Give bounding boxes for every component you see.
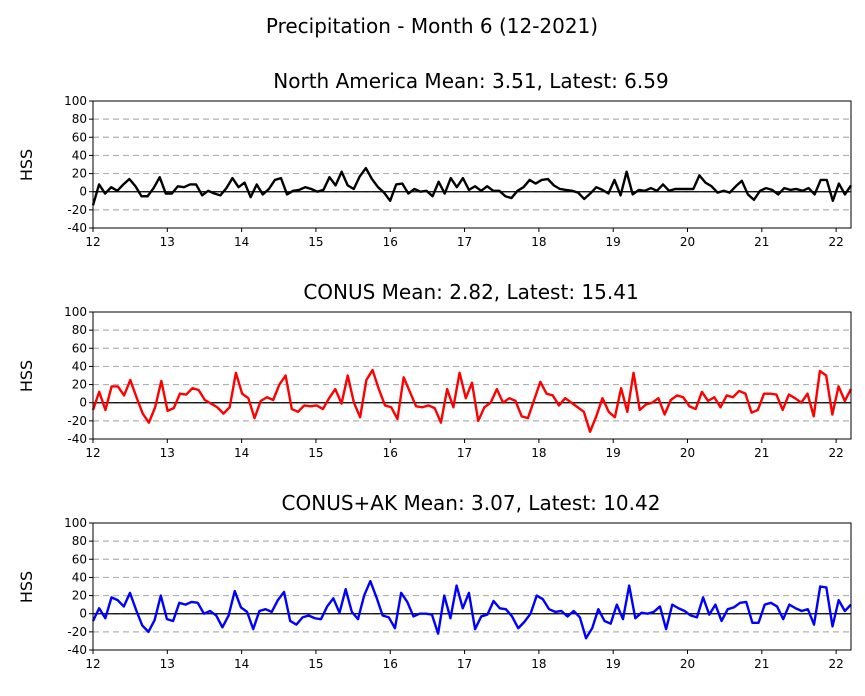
y-tick-label: -20: [67, 625, 87, 639]
y-tick-label: -40: [67, 643, 87, 657]
plot-frame: [92, 100, 852, 229]
y-tick-label: -40: [67, 432, 87, 446]
x-tick-label: 19: [606, 657, 621, 671]
x-tick-label: 16: [383, 235, 398, 249]
x-tick-label: 21: [754, 235, 769, 249]
x-tick-label: 18: [531, 657, 546, 671]
x-tick-label: 22: [828, 446, 843, 460]
plot-frame: [92, 311, 852, 440]
x-tick-label: 17: [457, 235, 472, 249]
y-tick-label: 40: [72, 359, 87, 373]
y-tick-label: -20: [67, 414, 87, 428]
y-tick-label: 20: [72, 589, 87, 603]
x-tick-label: 14: [234, 657, 249, 671]
x-tick-label: 15: [308, 657, 323, 671]
x-tick-label: 16: [383, 657, 398, 671]
series-line: [91, 579, 852, 640]
x-tick-label: 21: [754, 446, 769, 460]
y-tick-label: 20: [72, 378, 87, 392]
y-tick-label: 40: [72, 148, 87, 162]
x-tick-label: 15: [308, 235, 323, 249]
series-line: [91, 166, 852, 206]
x-tick-label: 22: [828, 235, 843, 249]
y-axis-label: HSS: [17, 571, 36, 603]
x-tick-label: 14: [234, 235, 249, 249]
x-tick-label: 13: [160, 446, 175, 460]
x-tick-label: 18: [531, 235, 546, 249]
series-line: [91, 368, 853, 433]
y-axis-label: HSS: [17, 360, 36, 392]
y-tick-label: 40: [72, 570, 87, 584]
y-tick-label: -40: [67, 221, 87, 235]
y-tick-label: 80: [72, 323, 87, 337]
x-tick-label: 13: [160, 235, 175, 249]
x-tick-label: 15: [308, 446, 323, 460]
panel-north-america: North America Mean: 3.51, Latest: 6.59 H…: [17, 69, 852, 249]
y-tick-label: 0: [79, 396, 87, 410]
y-tick-label: 100: [64, 516, 87, 530]
panel-conus: CONUS Mean: 2.82, Latest: 15.41 HSS -40 -…: [17, 280, 853, 460]
x-tick-label: 19: [606, 235, 621, 249]
x-tick-label: 20: [680, 657, 695, 671]
figure-title: Precipitation - Month 6 (12-2021): [266, 14, 598, 38]
x-tick-label: 17: [457, 657, 472, 671]
x-tick-label: 19: [606, 446, 621, 460]
y-tick-label: 60: [72, 341, 87, 355]
y-tick-label: 100: [64, 305, 87, 319]
x-tick-label: 18: [531, 446, 546, 460]
x-tick-label: 14: [234, 446, 249, 460]
x-tick-label: 22: [828, 657, 843, 671]
y-tick-label: 0: [79, 185, 87, 199]
panel-title: CONUS Mean: 2.82, Latest: 15.41: [303, 280, 638, 304]
y-tick-label: 100: [64, 94, 87, 108]
y-tick-label: 60: [72, 130, 87, 144]
x-tick-label: 13: [160, 657, 175, 671]
y-tick-label: 20: [72, 167, 87, 181]
y-tick-label: 80: [72, 534, 87, 548]
y-tick-label: 80: [72, 112, 87, 126]
x-tick-label: 12: [85, 235, 100, 249]
plot-frame: [92, 522, 852, 651]
y-axis-label: HSS: [17, 149, 36, 181]
panel-title: CONUS+AK Mean: 3.07, Latest: 10.42: [282, 491, 661, 515]
x-tick-label: 20: [680, 235, 695, 249]
x-tick-label: 21: [754, 657, 769, 671]
x-tick-label: 12: [85, 657, 100, 671]
y-tick-label: -20: [67, 203, 87, 217]
panel-title: North America Mean: 3.51, Latest: 6.59: [273, 69, 668, 93]
x-tick-label: 17: [457, 446, 472, 460]
x-tick-label: 20: [680, 446, 695, 460]
y-tick-label: 60: [72, 552, 87, 566]
panel-conus-ak: CONUS+AK Mean: 3.07, Latest: 10.42 HSS -…: [17, 491, 852, 671]
x-tick-label: 16: [383, 446, 398, 460]
y-tick-label: 0: [79, 607, 87, 621]
x-tick-label: 12: [85, 446, 100, 460]
